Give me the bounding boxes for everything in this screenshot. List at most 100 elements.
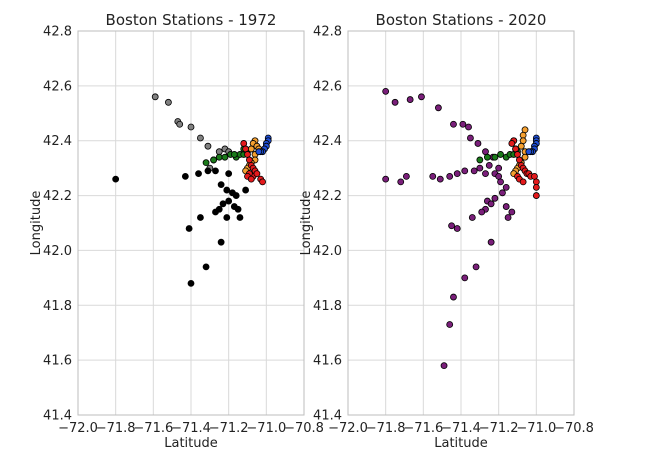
points-2020 xyxy=(382,87,540,370)
station-point-purple xyxy=(482,170,489,178)
station-point-purple xyxy=(450,293,457,301)
chart-title-1972: Boston Stations - 1972 xyxy=(106,11,277,29)
station-point-purple xyxy=(502,183,510,191)
x-tick-label: −71.6 xyxy=(133,421,173,436)
station-point-gray xyxy=(176,120,184,128)
x-tick-label: −71.2 xyxy=(479,421,519,436)
x-tick-label: −71.8 xyxy=(366,421,406,436)
station-point-black xyxy=(185,225,193,232)
station-point-red xyxy=(519,178,527,186)
y-tick-label: 42.6 xyxy=(43,79,72,94)
y-tick-label: 41.8 xyxy=(313,299,342,314)
station-point-orange xyxy=(521,153,529,161)
station-point-purple xyxy=(406,96,414,103)
station-point-purple xyxy=(495,164,503,172)
station-point-purple xyxy=(468,214,476,221)
station-point-green xyxy=(221,153,229,161)
y-tick-label: 42.2 xyxy=(313,189,342,204)
station-point-purple xyxy=(440,362,448,370)
station-point-red xyxy=(259,178,266,186)
station-point-purple xyxy=(465,123,472,131)
station-point-black xyxy=(236,214,244,221)
station-point-black xyxy=(204,167,212,175)
station-point-green xyxy=(497,151,504,158)
station-point-purple xyxy=(461,274,469,282)
station-point-black xyxy=(181,172,189,180)
station-point-purple xyxy=(382,175,390,183)
y-tick-label: 42.4 xyxy=(313,134,342,149)
station-point-red xyxy=(247,175,255,183)
station-point-black xyxy=(187,279,195,287)
station-point-black xyxy=(234,205,242,213)
y-tick-label: 41.4 xyxy=(313,409,342,424)
station-point-purple xyxy=(453,225,461,232)
station-point-purple xyxy=(448,222,455,230)
station-point-purple xyxy=(391,98,399,106)
y-tick-label: 41.6 xyxy=(313,354,342,369)
station-point-green xyxy=(210,156,218,164)
x-tick-label: −70.8 xyxy=(554,421,594,436)
station-point-purple xyxy=(397,178,405,186)
y-axis-label-2020: Longitude xyxy=(299,191,314,256)
x-tick-label: −72.0 xyxy=(328,421,368,436)
station-point-red xyxy=(508,140,516,147)
x-tick-label: −71.6 xyxy=(403,421,443,436)
station-point-red xyxy=(532,192,540,199)
x-tick-labels-1972: −72.0−71.8−71.6−71.4−71.2−71.0−70.8 xyxy=(58,421,324,436)
station-point-orange xyxy=(517,142,525,150)
station-point-purple xyxy=(478,208,486,216)
x-tick-label: −71.2 xyxy=(209,421,249,436)
station-point-gray xyxy=(204,142,212,150)
y-tick-label: 42.8 xyxy=(43,25,72,40)
station-point-black xyxy=(219,200,227,208)
x-axis-label-1972: Latitude xyxy=(164,436,218,451)
station-point-black xyxy=(225,170,233,178)
station-point-black xyxy=(212,167,219,175)
y-tick-label: 42.0 xyxy=(43,244,72,259)
station-point-black xyxy=(225,197,233,205)
station-point-purple xyxy=(474,140,482,147)
y-tick-label: 42.0 xyxy=(313,244,342,259)
station-point-purple xyxy=(470,167,478,175)
station-point-purple xyxy=(418,93,425,101)
station-point-purple xyxy=(429,172,437,180)
points-1972 xyxy=(112,93,272,287)
x-tick-label: −71.4 xyxy=(171,421,211,436)
station-point-purple xyxy=(502,203,510,210)
x-tick-labels-2020: −72.0−71.8−71.6−71.4−71.2−71.0−70.8 xyxy=(328,421,594,436)
station-point-green xyxy=(476,156,484,164)
station-point-black xyxy=(112,175,120,183)
station-point-purple xyxy=(476,164,484,172)
x-axis-label-2020: Latitude xyxy=(434,436,488,451)
station-point-gray xyxy=(164,98,172,106)
chart-1972: −72.0−71.8−71.6−71.4−71.2−71.0−70.8 41.4… xyxy=(29,11,324,451)
station-point-purple xyxy=(459,120,467,128)
y-tick-label: 41.8 xyxy=(43,299,72,314)
station-point-purple xyxy=(499,189,506,197)
axes-frame-2020 xyxy=(347,30,575,416)
y-tick-label: 42.2 xyxy=(43,189,72,204)
station-point-black xyxy=(223,214,231,221)
axes-frame-1972 xyxy=(77,30,305,416)
station-point-purple xyxy=(434,104,442,112)
station-point-purple xyxy=(446,172,454,180)
x-tick-label: −70.8 xyxy=(284,421,324,436)
x-tick-label: −71.4 xyxy=(441,421,481,436)
station-point-purple xyxy=(508,208,516,216)
station-point-purple xyxy=(450,120,457,128)
station-point-green xyxy=(215,153,223,161)
station-point-blue xyxy=(525,148,533,156)
station-point-green xyxy=(491,153,499,161)
station-point-purple xyxy=(504,214,512,221)
chart-title-2020: Boston Stations - 2020 xyxy=(376,11,547,29)
station-point-black xyxy=(232,192,240,199)
y-tick-label: 42.4 xyxy=(43,134,72,149)
chart-2020: −72.0−71.8−71.6−71.4−71.2−71.0−70.8 41.4… xyxy=(299,11,594,451)
station-point-purple xyxy=(485,161,493,169)
station-point-gray xyxy=(197,134,204,142)
station-point-red xyxy=(253,170,261,178)
x-tick-label: −71.0 xyxy=(246,421,286,436)
station-point-purple xyxy=(453,170,461,178)
station-point-black xyxy=(202,263,210,271)
